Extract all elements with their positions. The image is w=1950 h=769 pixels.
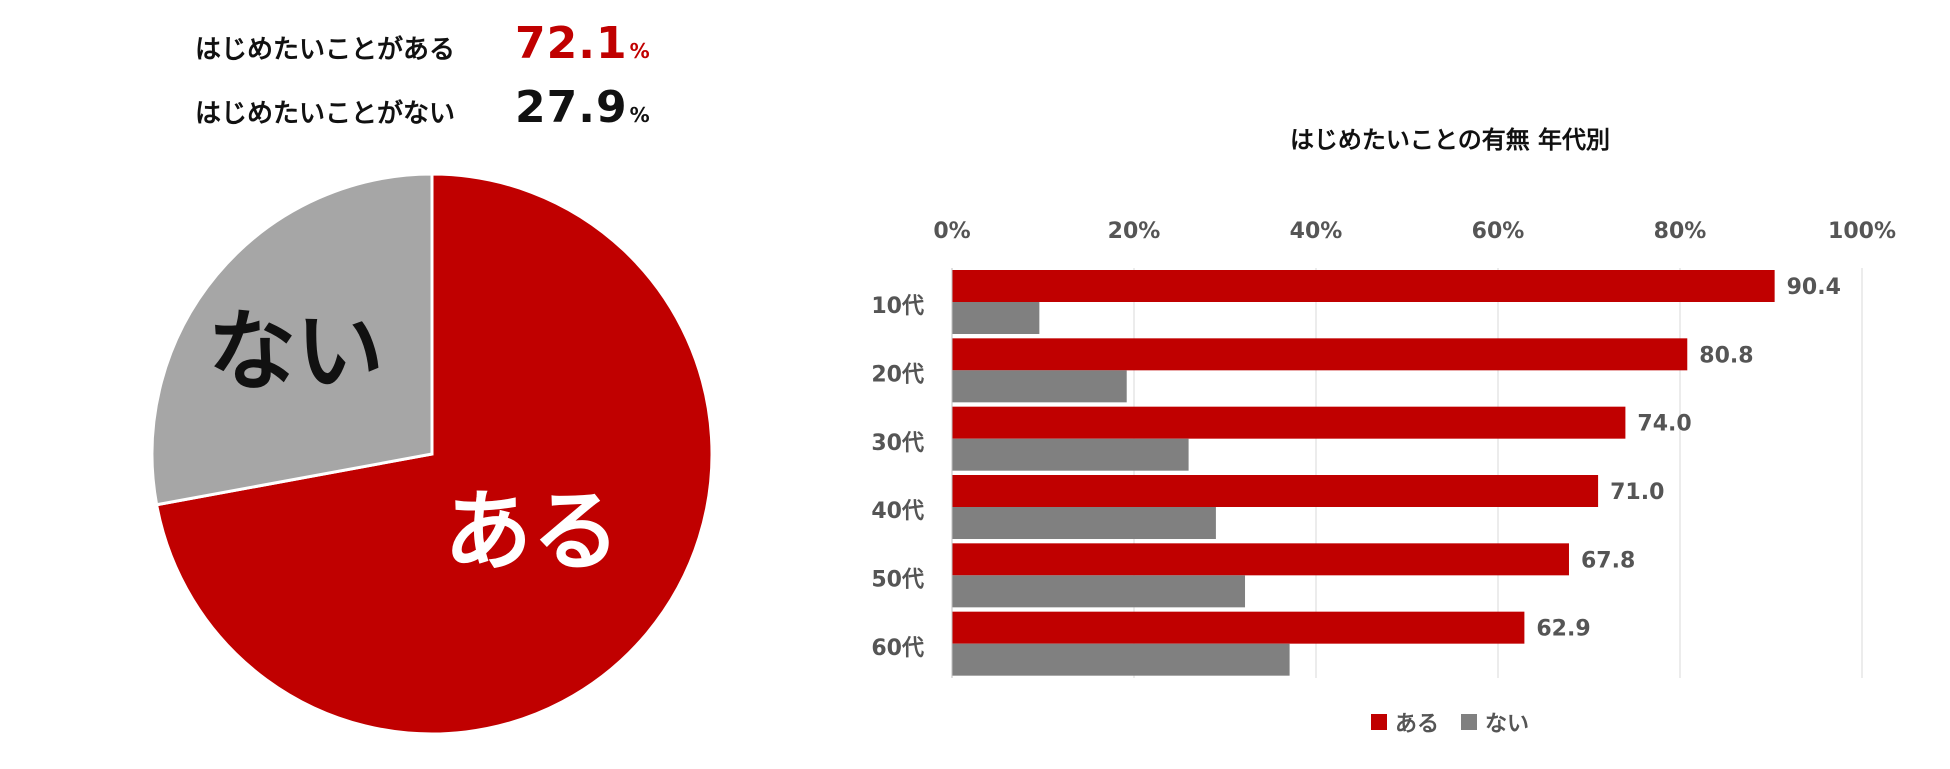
bar-yes xyxy=(952,270,1775,302)
bar-data-label: 80.8 xyxy=(1699,343,1753,368)
bar-yes xyxy=(952,611,1525,644)
x-tick-label: 0% xyxy=(933,219,970,244)
bar-data-label: 74.0 xyxy=(1637,412,1691,437)
summary-block: はじめたいことがある 72.1 % はじめたいことがない 27.9 % xyxy=(195,18,650,146)
pie-slice-no xyxy=(150,172,434,507)
summary-row-yes: はじめたいことがある 72.1 % xyxy=(195,18,650,82)
bar-no xyxy=(952,507,1216,539)
summary-unit-yes: % xyxy=(629,39,650,63)
bar-yes xyxy=(952,543,1569,576)
x-tick-label: 60% xyxy=(1472,219,1525,244)
bar-no xyxy=(952,438,1189,471)
y-category-label: 50代 xyxy=(871,568,924,593)
pie-slice-yes xyxy=(154,172,714,736)
bar-data-label: 67.8 xyxy=(1581,548,1635,573)
bar-no xyxy=(952,643,1290,676)
y-category-label: 10代 xyxy=(871,294,924,319)
summary-label-yes: はじめたいことがある xyxy=(195,35,456,65)
x-tick-label: 80% xyxy=(1654,219,1707,244)
bar-yes xyxy=(952,406,1626,439)
legend-item-yes: ある xyxy=(1370,706,1439,738)
y-category-label: 60代 xyxy=(871,636,924,661)
y-category-label: 30代 xyxy=(871,431,924,456)
summary-value-no: 27.9 xyxy=(515,82,628,133)
bar-no xyxy=(952,370,1127,403)
legend-swatch-yes xyxy=(1370,714,1387,730)
bar-data-label: 62.9 xyxy=(1536,617,1590,642)
legend-item-no: ない xyxy=(1461,706,1529,738)
pie-label-no: ない xyxy=(208,300,384,403)
y-category-label: 20代 xyxy=(871,363,924,388)
legend-label-yes: ある xyxy=(1394,712,1439,737)
bar-no xyxy=(952,575,1246,608)
x-tick-label: 40% xyxy=(1290,219,1343,244)
summary-unit-no: % xyxy=(629,103,650,127)
bar-data-label: 90.4 xyxy=(1787,275,1841,300)
bar-chart-legend: ある ない xyxy=(1020,706,1880,738)
summary-row-no: はじめたいことがない 27.9 % xyxy=(195,82,650,146)
bar-data-label: 71.0 xyxy=(1610,480,1664,505)
x-tick-label: 100% xyxy=(1828,219,1896,244)
bar-chart-title: はじめたいことの有無 年代別 xyxy=(1289,126,1611,154)
x-tick-label: 20% xyxy=(1108,219,1161,244)
y-category-label: 40代 xyxy=(871,499,924,524)
pie-label-yes: ある xyxy=(444,480,620,583)
bar-yes xyxy=(952,338,1688,371)
summary-value-yes: 72.1 xyxy=(515,18,628,69)
summary-label-no: はじめたいことがない xyxy=(195,99,456,129)
bar-no xyxy=(952,302,1040,334)
bar-yes xyxy=(952,475,1599,507)
legend-swatch-no xyxy=(1461,714,1477,730)
legend-label-no: ない xyxy=(1485,712,1530,737)
